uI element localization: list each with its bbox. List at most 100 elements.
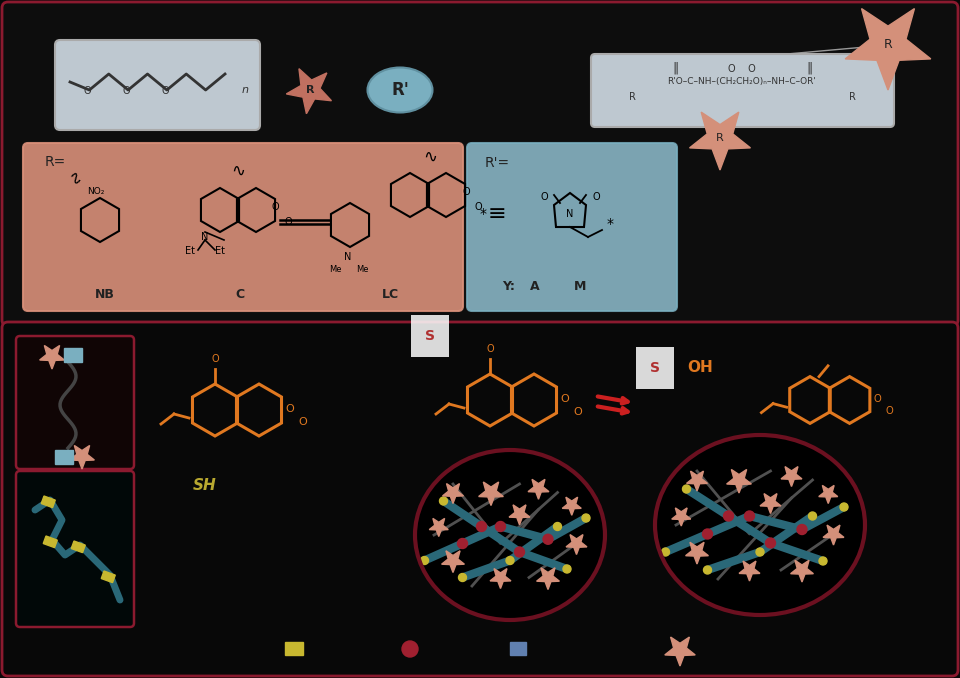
Text: ∿: ∿ [423,148,437,166]
Text: O: O [299,417,307,427]
Text: R: R [629,92,636,102]
Circle shape [746,512,754,520]
Polygon shape [781,466,802,487]
Polygon shape [686,471,708,491]
Circle shape [420,557,428,565]
Text: N: N [202,232,208,242]
Circle shape [543,534,553,544]
Polygon shape [819,485,838,504]
Circle shape [458,538,468,549]
Polygon shape [791,560,813,582]
Circle shape [459,540,467,548]
Text: R: R [883,39,893,52]
Text: A: A [530,280,540,293]
Text: O: O [540,192,548,202]
Polygon shape [739,561,760,581]
Text: O: O [574,407,583,417]
Bar [55,450,73,464]
FancyBboxPatch shape [55,40,260,130]
Circle shape [506,557,514,565]
Circle shape [544,535,552,543]
Circle shape [563,565,571,573]
Circle shape [703,529,712,539]
Text: Y:: Y: [502,280,515,293]
Polygon shape [286,68,331,114]
Circle shape [704,530,711,538]
Circle shape [402,641,418,657]
Text: Et: Et [215,246,225,256]
Circle shape [766,539,775,547]
Text: O: O [284,217,292,227]
Text: Et: Et [185,246,195,256]
FancyBboxPatch shape [16,471,134,627]
Polygon shape [760,494,781,513]
Text: O: O [122,86,130,96]
Text: O: O [486,344,493,354]
Text: NO₂: NO₂ [87,187,105,196]
Ellipse shape [415,450,605,620]
Polygon shape [490,569,511,589]
Polygon shape [563,497,581,515]
Bar [41,496,56,508]
Text: ∿: ∿ [63,167,84,190]
Bar [285,642,303,655]
Circle shape [554,523,562,530]
Polygon shape [479,482,503,506]
Text: O: O [592,192,600,202]
Polygon shape [39,346,64,369]
Circle shape [724,511,733,521]
Polygon shape [689,112,751,170]
Polygon shape [672,508,691,526]
Text: S: S [650,361,660,375]
Ellipse shape [655,435,865,615]
Text: O: O [161,86,169,96]
FancyBboxPatch shape [2,322,958,676]
Text: O: O [84,86,91,96]
Circle shape [683,485,690,493]
Circle shape [582,514,590,522]
Circle shape [765,538,776,548]
Circle shape [495,521,506,532]
Text: O: O [271,202,278,212]
Polygon shape [727,469,752,493]
Circle shape [477,523,486,530]
Text: R=: R= [45,155,66,169]
FancyBboxPatch shape [16,336,134,469]
Text: R: R [305,85,314,95]
Bar [510,642,526,655]
Text: SH: SH [193,478,217,493]
Text: R: R [716,133,724,143]
Text: OH: OH [687,360,713,375]
Text: O: O [561,394,569,404]
Text: O: O [874,394,881,404]
Circle shape [756,548,764,556]
Circle shape [797,525,807,534]
Text: O: O [462,187,469,197]
Circle shape [745,511,755,521]
Circle shape [496,523,505,530]
Circle shape [515,547,524,557]
Circle shape [840,503,848,511]
Circle shape [725,512,732,520]
Bar [71,541,85,553]
Polygon shape [509,505,530,525]
Circle shape [476,521,487,532]
Text: *: * [607,217,613,231]
Text: ‖: ‖ [672,62,678,75]
Text: O: O [474,202,482,212]
Polygon shape [443,483,464,504]
Text: O: O [286,404,295,414]
Text: ≡: ≡ [488,204,507,224]
FancyBboxPatch shape [23,143,463,311]
Text: ∿: ∿ [231,162,245,180]
Bar [43,536,58,548]
Text: N: N [345,252,351,262]
Text: O    O: O O [728,64,756,74]
Text: M: M [574,280,587,293]
Circle shape [808,512,817,520]
Circle shape [661,548,669,556]
Text: R'O–C–NH–(CH₂CH₂O)ₙ–NH–C–OR': R'O–C–NH–(CH₂CH₂O)ₙ–NH–C–OR' [667,77,816,86]
Polygon shape [537,567,560,589]
Text: *: * [479,207,487,221]
FancyBboxPatch shape [2,2,958,326]
